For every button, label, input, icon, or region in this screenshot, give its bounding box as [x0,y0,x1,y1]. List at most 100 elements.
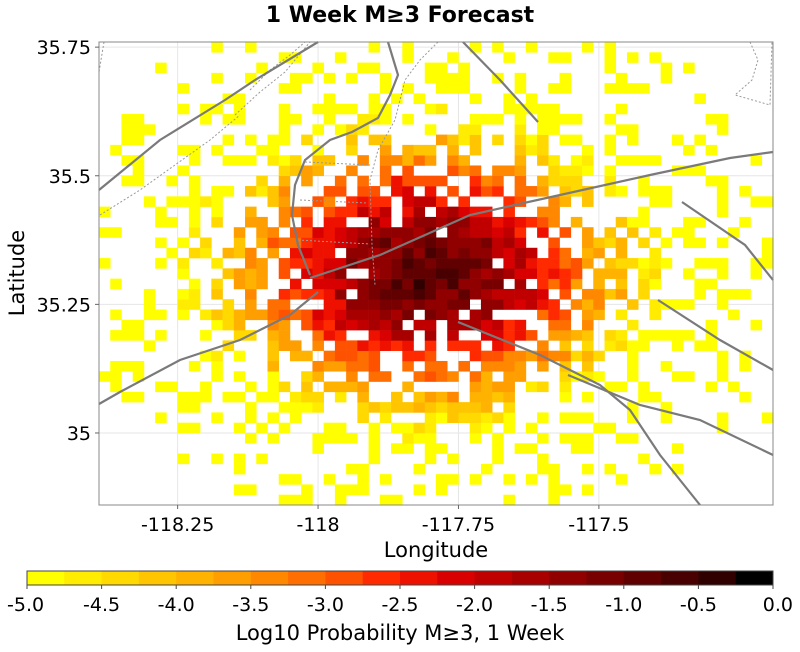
heatmap-cell [391,288,403,300]
heatmap-cell [301,227,313,238]
heatmap-cell [233,463,246,475]
heatmap-cell [267,134,280,146]
heatmap-cell [458,258,470,269]
heatmap-cell [200,391,212,403]
heatmap-cell [559,412,572,423]
heatmap-cell [458,134,470,146]
heatmap-cell [626,216,639,228]
heatmap-cell [683,165,695,177]
heatmap-cell [728,309,740,321]
heatmap-cell [278,186,291,197]
heatmap-cell [447,237,459,249]
heatmap-cell [301,216,313,228]
heatmap-cell [548,155,560,166]
heatmap-cell [761,258,774,269]
heatmap-cell [301,350,313,362]
heatmap-cell [548,474,560,485]
heatmap-cell [391,422,403,434]
heatmap-cell [593,422,605,434]
heatmap-cell [368,340,381,351]
heatmap-cell [537,155,549,166]
heatmap-cell [379,196,392,207]
heatmap-cell [548,350,560,362]
heatmap-cell [671,443,684,454]
heatmap-cell [525,258,538,269]
heatmap-cell [289,412,302,423]
heatmap-cell [638,268,650,279]
heatmap-cell [525,330,538,341]
heatmap-cell [267,412,280,423]
heatmap-cell [458,155,470,166]
heatmap-cell [458,278,470,290]
colorbar-swatch [64,571,102,585]
heatmap-cell [368,319,381,331]
heatmap-cell [548,114,560,125]
heatmap-cell [211,196,223,207]
heatmap-cell [200,381,212,393]
heatmap-cell [548,258,560,269]
heatmap-cell [121,175,133,187]
heatmap-cell [346,360,358,372]
heatmap-cell [570,371,583,382]
heatmap-cell [424,186,437,197]
heatmap-cell [447,319,459,331]
heatmap-cell [357,463,369,475]
heatmap-cell [301,371,313,382]
heatmap-cell [301,381,313,393]
heatmap-cell [301,391,313,403]
heatmap-cell [582,340,594,351]
heatmap-cell [582,360,594,372]
heatmap-cell [604,237,617,249]
heatmap-cell [503,412,515,423]
heatmap-cell [368,196,381,207]
heatmap-cell [503,422,515,434]
heatmap-cell [278,52,291,63]
heatmap-cell [716,360,729,372]
heatmap-cell [705,381,718,393]
heatmap-cell [346,484,358,496]
heatmap-cell [256,391,268,403]
heatmap-cell [582,391,594,403]
fault-lines [98,41,774,506]
heatmap-cell [604,330,617,341]
heatmap-cell [660,330,673,341]
heatmap-cell [469,278,482,290]
heatmap-cell [424,319,437,331]
heatmap-cell [537,124,549,135]
heatmap-cell [469,227,482,238]
heatmap-cell [391,186,403,197]
heatmap-cell [413,144,426,156]
heatmap-cell [278,124,291,135]
heatmap-cell [424,278,437,290]
heatmap-cell [233,278,246,290]
heatmap-cell [200,309,212,321]
heatmap-cell [188,175,201,187]
heatmap-cell [503,227,515,238]
heatmap-cell [177,299,190,310]
heatmap-cell [278,114,291,125]
heatmap-cell [312,155,324,166]
heatmap-cell [716,258,729,269]
x-tick-label: -118.25 [141,514,214,536]
heatmap-cell [570,412,583,423]
heatmap-cell [570,258,583,269]
heatmap-cell [368,402,381,413]
heatmap-cell [402,402,414,413]
colorbar-swatch [213,571,252,585]
heatmap-cell [267,309,280,321]
heatmap-cell [683,216,695,228]
heatmap-cell [289,165,302,177]
heatmap-cell [334,216,347,228]
heatmap-cell [402,114,414,125]
heatmap-cell [312,62,324,74]
heatmap-cell [289,278,302,290]
heatmap-cell [458,412,470,423]
heatmap-cell [256,278,268,290]
heatmap-cell [492,42,504,53]
heatmap-cell [357,258,369,269]
heatmap-cell [368,134,381,146]
heatmap-cell [694,93,706,105]
heatmap-cell [559,391,572,403]
heatmap-cell [424,340,437,351]
